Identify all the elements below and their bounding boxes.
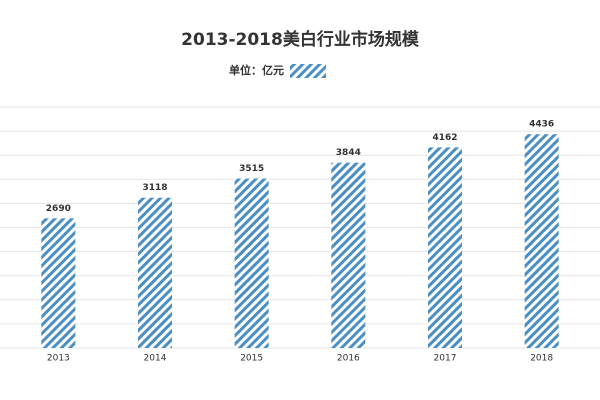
bar xyxy=(428,147,462,348)
legend-label: 单位：亿元 xyxy=(229,63,284,77)
x-tick-label: 2015 xyxy=(240,354,263,364)
bar xyxy=(41,218,76,348)
x-tick-label: 2017 xyxy=(434,354,457,364)
data-label: 4436 xyxy=(529,120,554,130)
data-label: 2690 xyxy=(46,204,71,214)
data-label: 3844 xyxy=(336,148,361,158)
data-label: 4162 xyxy=(432,133,457,143)
x-tick-label: 2014 xyxy=(144,354,167,364)
bar xyxy=(331,162,366,348)
x-tick-label: 2013 xyxy=(47,354,70,364)
bar xyxy=(234,178,269,348)
chart-title: 2013-2018美白行业市场规模 xyxy=(181,29,420,50)
bar xyxy=(524,134,559,348)
data-label: 3515 xyxy=(239,164,264,174)
legend-swatch xyxy=(290,64,326,78)
bar xyxy=(138,197,172,348)
x-tick-label: 2018 xyxy=(530,354,553,364)
x-tick-label: 2016 xyxy=(337,354,360,364)
data-label: 3118 xyxy=(142,183,167,193)
